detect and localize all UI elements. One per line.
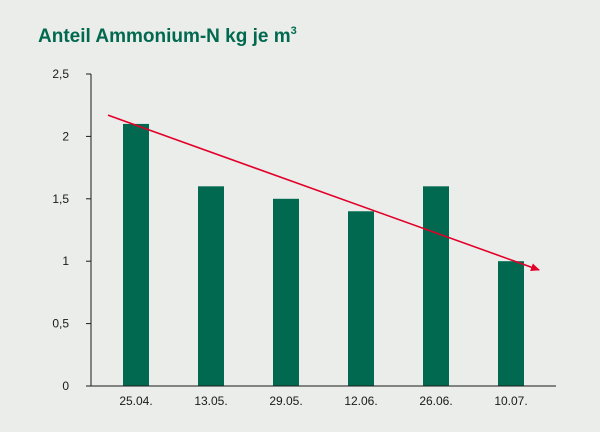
trend-arrow-line bbox=[107, 114, 540, 271]
y-axis: 0 0,5 1 1,5 2 2,5 bbox=[52, 67, 92, 393]
bar bbox=[123, 123, 149, 387]
chart-title: Anteil Ammonium-N kg je m3 bbox=[38, 26, 297, 48]
trend-line-group bbox=[107, 114, 540, 271]
y-tick-label: 2,5 bbox=[52, 67, 69, 81]
x-tick-label: 10.07. bbox=[494, 394, 527, 408]
y-tick-label: 1 bbox=[62, 254, 69, 268]
bar bbox=[498, 261, 524, 386]
chart-title-superscript: 3 bbox=[290, 25, 297, 37]
y-tick-label: 0,5 bbox=[52, 317, 69, 331]
chart-title-text: Anteil Ammonium-N kg je m bbox=[38, 26, 291, 47]
x-tick-label: 29.05. bbox=[269, 394, 302, 408]
y-tick-label: 0 bbox=[62, 379, 69, 393]
x-tick-label: 13.05. bbox=[194, 394, 227, 408]
y-tick-label: 1,5 bbox=[52, 192, 69, 206]
bar bbox=[423, 186, 449, 386]
bar bbox=[273, 198, 299, 386]
bar bbox=[198, 186, 224, 386]
y-tick-label: 2 bbox=[62, 129, 69, 143]
bars bbox=[123, 123, 524, 387]
x-tick-label: 26.06. bbox=[419, 394, 452, 408]
x-tick-label: 25.04. bbox=[119, 394, 152, 408]
bar bbox=[348, 211, 374, 386]
x-tick-label: 12.06. bbox=[344, 394, 377, 408]
x-axis: 25.04. 13.05. 29.05. 12.06. 26.06. 10.07. bbox=[91, 385, 556, 408]
